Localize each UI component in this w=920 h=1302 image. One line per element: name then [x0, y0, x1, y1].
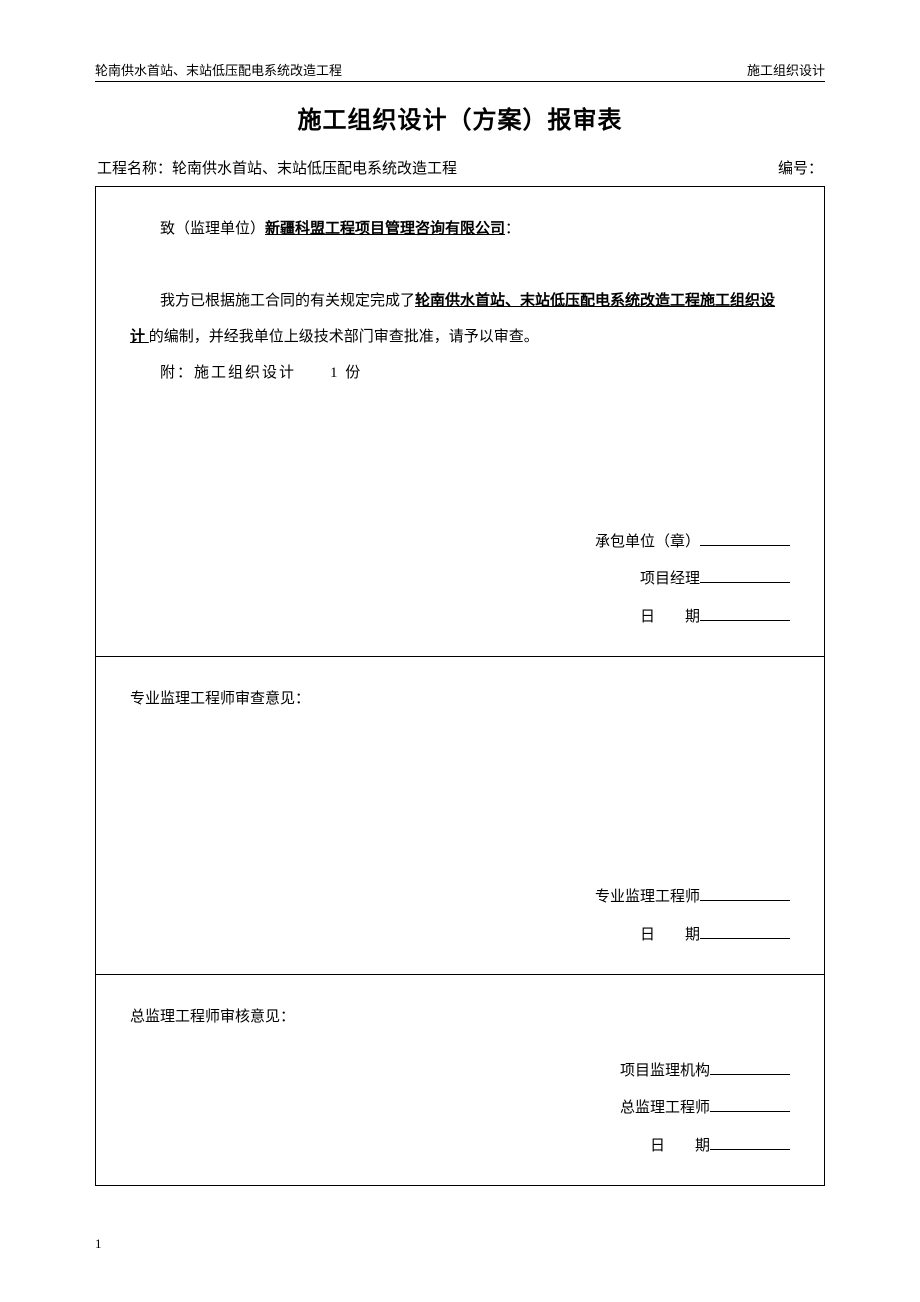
chief-row: 总监理工程师: [620, 1090, 790, 1128]
date-label-3: 日 期: [650, 1138, 710, 1154]
salutation-prefix: 致（监理单位）: [160, 221, 265, 237]
body-suffix: 的编制，并经我单位上级技术部门审查批准，请予以审查。: [149, 329, 539, 345]
contractor-seal-row: 承包单位（章）: [595, 524, 790, 562]
page-number: 1: [95, 1236, 102, 1252]
contractor-label: 承包单位（章）: [595, 534, 700, 550]
section-chief-review: 总监理工程师审核意见： 项目监理机构 总监理工程师 日 期: [96, 975, 824, 1185]
section-specialist-review: 专业监理工程师审查意见： 专业监理工程师 日 期: [96, 657, 824, 975]
engineer-blank: [700, 886, 790, 901]
date-blank-2: [700, 924, 790, 939]
signature-block-1: 承包单位（章） 项目经理 日 期: [595, 524, 790, 637]
date-label-1: 日 期: [640, 609, 700, 625]
date-blank-1: [700, 606, 790, 621]
pm-blank: [700, 568, 790, 583]
pm-label: 项目经理: [640, 571, 700, 587]
salutation-line: 致（监理单位）新疆科盟工程项目管理咨询有限公司：: [130, 211, 790, 247]
body-paragraph: 我方已根据施工合同的有关规定完成了轮南供水首站、末站低压配电系统改造工程施工组织…: [130, 283, 790, 355]
specialist-heading: 专业监理工程师审查意见：: [130, 681, 790, 717]
date-blank-3: [710, 1135, 790, 1150]
pm-row: 项目经理: [595, 561, 790, 599]
signature-block-2: 专业监理工程师 日 期: [595, 879, 790, 954]
header-left-text: 轮南供水首站、末站低压配电系统改造工程: [95, 60, 342, 79]
chief-heading: 总监理工程师审核意见：: [130, 999, 790, 1035]
number-field: 编号：: [778, 157, 823, 178]
date-row-3: 日 期: [620, 1128, 790, 1166]
number-label: 编号：: [778, 161, 823, 177]
form-table: 致（监理单位）新疆科盟工程项目管理咨询有限公司： 我方已根据施工合同的有关规定完…: [95, 186, 825, 1186]
page-header: 轮南供水首站、末站低压配电系统改造工程 施工组织设计: [95, 60, 825, 82]
org-label: 项目监理机构: [620, 1063, 710, 1079]
chief-blank: [710, 1097, 790, 1112]
body-prefix: 我方已根据施工合同的有关规定完成了: [160, 293, 415, 309]
signature-block-3: 项目监理机构 总监理工程师 日 期: [620, 1053, 790, 1166]
document-title: 施工组织设计（方案）报审表: [95, 100, 825, 135]
header-right-text: 施工组织设计: [747, 60, 825, 79]
salutation-company: 新疆科盟工程项目管理咨询有限公司: [265, 221, 505, 237]
attachment-line: 附：施工组织设计 1 份: [130, 355, 790, 391]
date-row-2: 日 期: [595, 917, 790, 955]
meta-row: 工程名称：轮南供水首站、末站低压配电系统改造工程 编号：: [95, 157, 825, 178]
project-name: 轮南供水首站、末站低压配电系统改造工程: [172, 161, 457, 177]
chief-label: 总监理工程师: [620, 1100, 710, 1116]
project-label: 工程名称：: [97, 161, 172, 177]
org-blank: [710, 1060, 790, 1075]
section-submission: 致（监理单位）新疆科盟工程项目管理咨询有限公司： 我方已根据施工合同的有关规定完…: [96, 187, 824, 657]
contractor-blank: [700, 531, 790, 546]
engineer-label: 专业监理工程师: [595, 889, 700, 905]
document-page: 轮南供水首站、末站低压配电系统改造工程 施工组织设计 施工组织设计（方案）报审表…: [0, 0, 920, 1226]
date-label-2: 日 期: [640, 927, 700, 943]
salutation-suffix: ：: [505, 221, 520, 237]
engineer-row: 专业监理工程师: [595, 879, 790, 917]
date-row-1: 日 期: [595, 599, 790, 637]
project-name-field: 工程名称：轮南供水首站、末站低压配电系统改造工程: [97, 157, 457, 178]
org-row: 项目监理机构: [620, 1053, 790, 1091]
